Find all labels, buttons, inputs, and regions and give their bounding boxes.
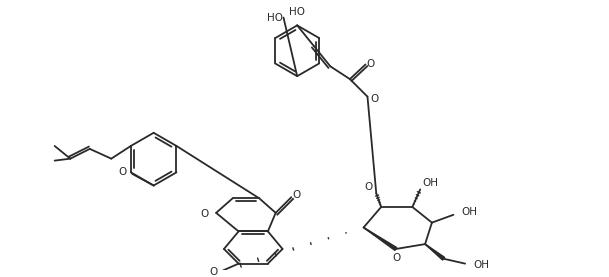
Text: O: O: [118, 167, 126, 177]
Text: OH: OH: [422, 178, 438, 188]
Text: O: O: [370, 94, 379, 104]
Text: O: O: [393, 253, 401, 263]
Text: HO: HO: [289, 7, 305, 17]
Text: O: O: [292, 190, 300, 200]
Text: HO: HO: [267, 12, 283, 22]
Text: OH: OH: [461, 207, 477, 217]
Polygon shape: [364, 227, 396, 250]
Text: OH: OH: [473, 260, 489, 270]
Text: O: O: [366, 60, 375, 70]
Text: O: O: [210, 267, 218, 277]
Text: O: O: [364, 183, 372, 193]
Polygon shape: [425, 244, 445, 260]
Text: O: O: [200, 209, 208, 219]
